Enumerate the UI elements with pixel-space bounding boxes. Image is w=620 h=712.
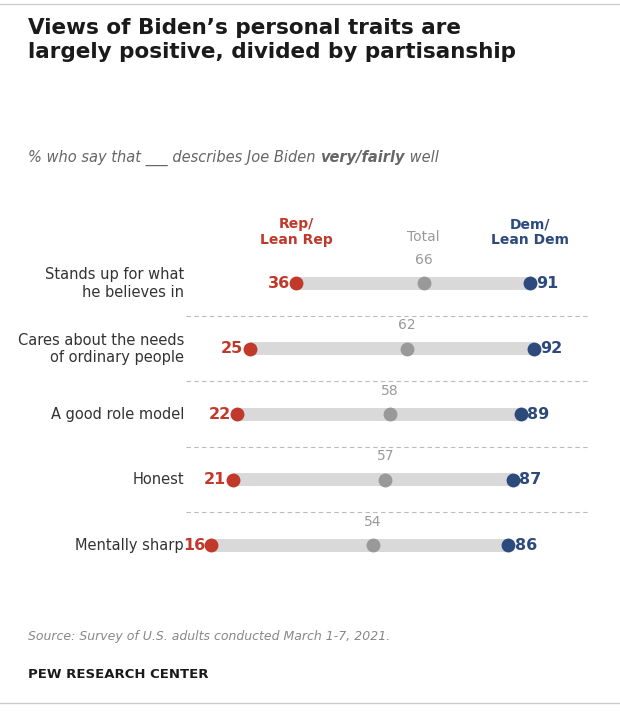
- Point: [206, 540, 216, 551]
- Bar: [232, 473, 513, 486]
- Bar: [211, 538, 508, 552]
- Point: [508, 474, 518, 486]
- Text: PEW RESEARCH CENTER: PEW RESEARCH CENTER: [28, 668, 208, 681]
- Text: Honest: Honest: [132, 472, 184, 487]
- Point: [232, 409, 242, 420]
- Text: 87: 87: [519, 472, 541, 487]
- Point: [381, 474, 391, 486]
- Point: [368, 540, 378, 551]
- Text: Views of Biden’s personal traits are
largely positive, divided by partisanship: Views of Biden’s personal traits are lar…: [28, 18, 516, 62]
- Text: 91: 91: [536, 276, 558, 290]
- Point: [384, 409, 394, 420]
- Point: [291, 278, 301, 289]
- Bar: [250, 342, 534, 355]
- Text: Mentally sharp: Mentally sharp: [75, 538, 184, 553]
- Text: Dem/
Lean Dem: Dem/ Lean Dem: [490, 217, 569, 247]
- Text: 22: 22: [208, 407, 231, 422]
- Text: 58: 58: [381, 384, 399, 398]
- Text: 16: 16: [183, 538, 205, 553]
- Point: [402, 343, 412, 355]
- Text: 92: 92: [540, 341, 562, 356]
- Text: very/fairly: very/fairly: [320, 150, 404, 164]
- Text: Stands up for what
he believes in: Stands up for what he believes in: [45, 267, 184, 300]
- Text: % who say that ___ describes Joe Biden: % who say that ___ describes Joe Biden: [28, 150, 320, 166]
- Text: 36: 36: [268, 276, 290, 290]
- Text: 21: 21: [204, 472, 226, 487]
- Text: 54: 54: [364, 515, 381, 529]
- Point: [529, 343, 539, 355]
- Text: 66: 66: [415, 253, 432, 267]
- Bar: [237, 408, 521, 421]
- Text: Cares about the needs
of ordinary people: Cares about the needs of ordinary people: [17, 333, 184, 365]
- Text: A good role model: A good role model: [50, 407, 184, 422]
- Bar: [296, 277, 529, 290]
- Text: Total: Total: [407, 230, 440, 244]
- Point: [245, 343, 255, 355]
- Text: 25: 25: [221, 341, 243, 356]
- Point: [516, 409, 526, 420]
- Point: [228, 474, 237, 486]
- Point: [503, 540, 513, 551]
- Text: 62: 62: [398, 318, 415, 333]
- Text: 86: 86: [515, 538, 537, 553]
- Point: [418, 278, 428, 289]
- Point: [525, 278, 534, 289]
- Text: well: well: [404, 150, 438, 164]
- Text: 57: 57: [376, 449, 394, 464]
- Text: Rep/
Lean Rep: Rep/ Lean Rep: [260, 217, 333, 247]
- Text: Source: Survey of U.S. adults conducted March 1-7, 2021.: Source: Survey of U.S. adults conducted …: [28, 630, 390, 643]
- Text: 89: 89: [528, 407, 550, 422]
